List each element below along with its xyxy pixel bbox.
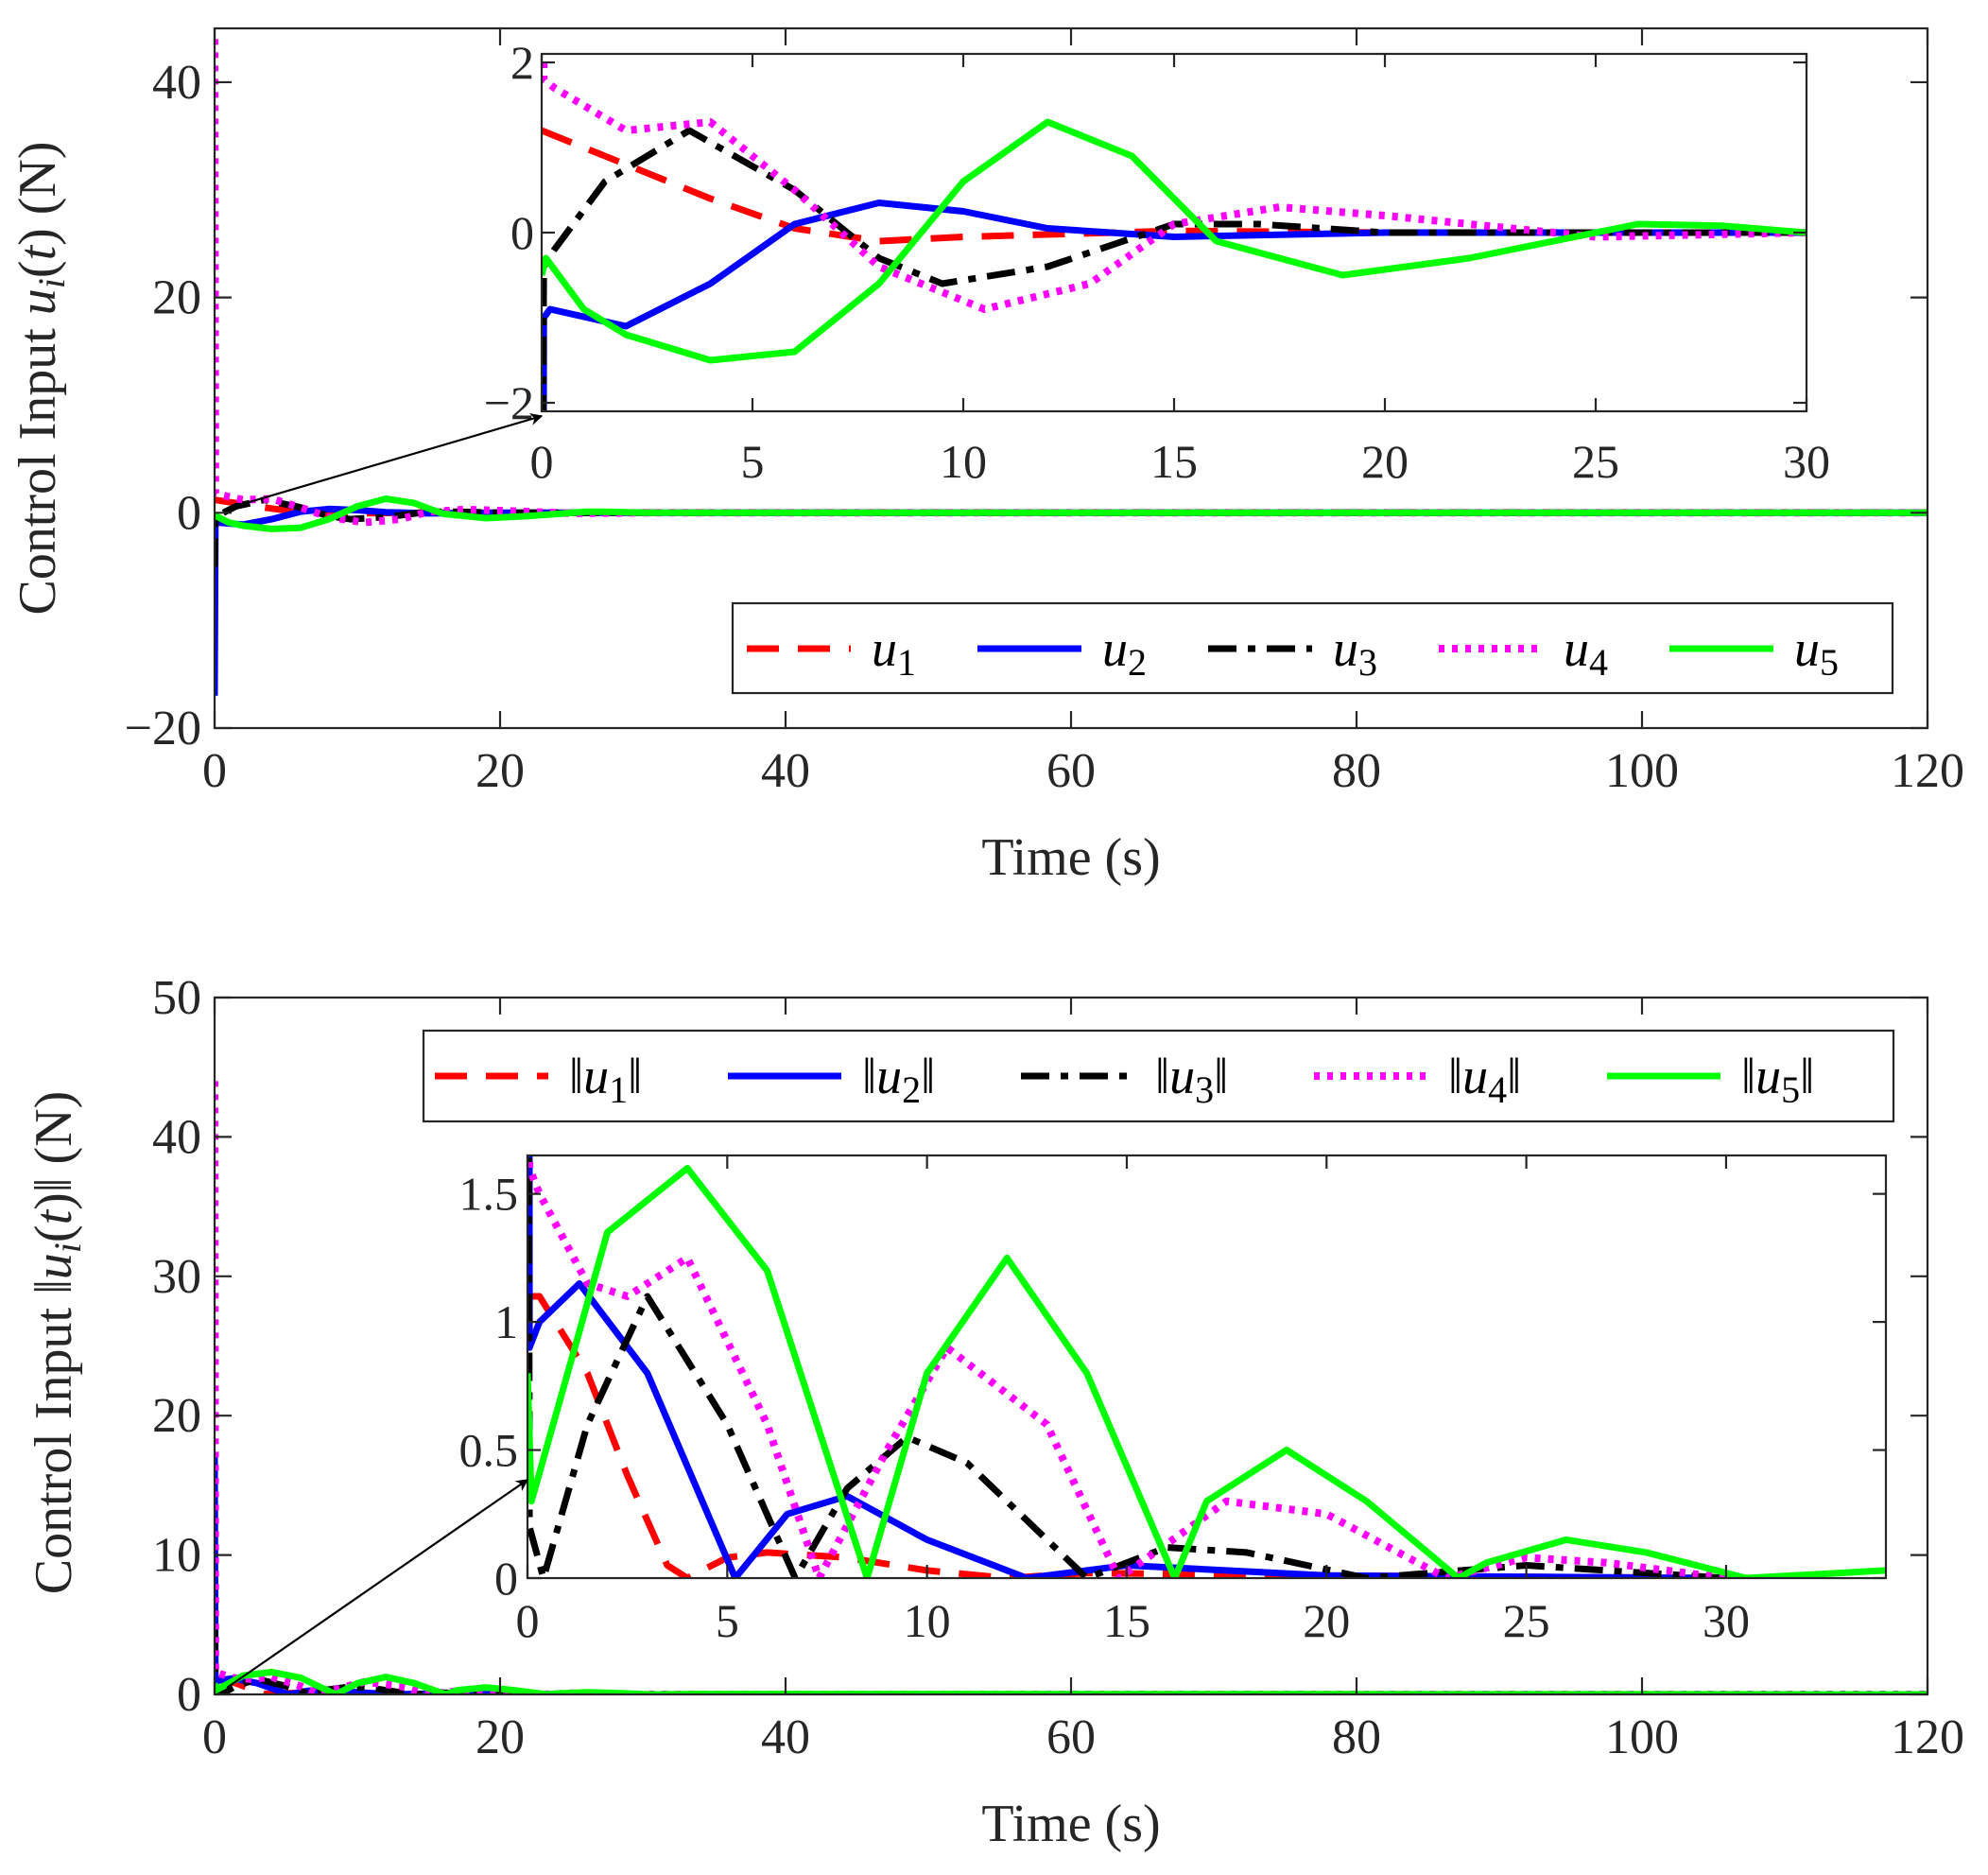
bottom-legend-label-3: ‖u3‖ (1155, 1048, 1228, 1111)
bottom-inset-series-3-line (527, 1155, 1727, 1578)
top-inset-xtick-label: 15 (1150, 435, 1198, 488)
top-inset-xtick-label: 5 (741, 435, 765, 488)
top-inset-series-1-line (542, 127, 1806, 245)
top-inset-xtick-label: 25 (1572, 435, 1619, 488)
bottom-inset-ytick-label: 0.5 (459, 1424, 519, 1477)
top-ytick-label: −20 (125, 702, 201, 755)
bottom-inset-xtick-label: 5 (716, 1594, 739, 1647)
bottom-zoom-arrow (226, 1479, 529, 1689)
top-series-group (215, 39, 1927, 696)
top-xtick-label: 40 (761, 744, 810, 798)
bottom-ytick-label: 20 (152, 1389, 201, 1443)
bottom-ytick-label: 0 (177, 1668, 201, 1722)
bottom-xtick-label: 0 (202, 1710, 227, 1764)
bottom-inset-y-ticks: 0 0.5 1 1.5 (459, 1168, 1886, 1605)
bottom-legend-label-4: ‖u4‖ (1448, 1048, 1521, 1111)
top-inset-series-5-line (542, 118, 1806, 364)
top-xtick-label: 120 (1891, 744, 1964, 798)
bottom-xtick-label: 80 (1332, 1710, 1381, 1764)
top-series-4-line (215, 39, 1927, 527)
bottom-inset-xtick-label: 15 (1103, 1594, 1150, 1647)
top-legend-label-5: u5 (1794, 620, 1839, 684)
bottom-inset-ytick-label: 1.5 (459, 1168, 519, 1221)
top-inset-y-ticks: −202 (484, 36, 1806, 429)
top-xtick-label: 20 (475, 744, 525, 798)
bottom-xtick-label: 100 (1605, 1710, 1679, 1764)
bottom-xtick-label: 20 (475, 1710, 525, 1764)
bottom-inset-ytick-label: 0 (494, 1552, 518, 1605)
bottom-y-axis-label: Control Input ‖ui(t)‖ (N) (25, 1091, 89, 1595)
top-inset-xtick-label: 10 (940, 435, 987, 488)
bottom-ytick-label: 30 (152, 1250, 201, 1304)
bottom-inset-xtick-label: 30 (1703, 1594, 1750, 1647)
top-x-axis-label: Time (s) (981, 828, 1160, 887)
top-legend: u1 u2 u3 u4 u5 (731, 601, 1894, 695)
top-inset-ytick-label: 0 (510, 206, 534, 259)
top-zoom-arrow (226, 413, 544, 511)
bottom-legend: ‖u1‖ ‖u2‖ ‖u3‖ ‖u4‖ ‖u5‖ (422, 1029, 1895, 1123)
top-inset-xtick-label: 0 (530, 435, 554, 488)
top-legend-label-3: u3 (1333, 620, 1377, 684)
bottom-ytick-label: 10 (152, 1529, 201, 1583)
bottom-inset-frame (526, 1154, 1888, 1580)
top-y-axis-label-text: Control Input (9, 315, 67, 615)
bottom-xtick-label: 40 (761, 1710, 810, 1764)
bottom-inset-xtick-label: 10 (904, 1594, 951, 1647)
top-legend-label-4: u4 (1564, 620, 1608, 684)
top-inset-xtick-label: 30 (1783, 435, 1830, 488)
top-x-ticks: 0 20 40 60 80 100 120 (202, 28, 1964, 798)
bottom-x-axis-label: Time (s) (981, 1795, 1160, 1853)
bottom-ytick-label: 40 (152, 1110, 201, 1164)
bottom-inset-x-ticks: 0 5 10 15 20 25 30 (516, 1155, 1750, 1647)
bottom-inset-xtick-label: 0 (516, 1594, 540, 1647)
bottom-legend-label-2: ‖u2‖ (862, 1048, 935, 1111)
top-inset: 0 5 10 15 20 25 30 −202 (484, 36, 1830, 488)
bottom-ytick-label: 50 (152, 971, 201, 1025)
top-legend-label-2: u2 (1102, 620, 1147, 684)
bottom-inset-ytick-label: 1 (494, 1295, 518, 1348)
bottom-xtick-label: 60 (1046, 1710, 1096, 1764)
bottom-legend-label-1: ‖u1‖ (569, 1048, 642, 1111)
top-inset-x-ticks: 0 5 10 15 20 25 30 (530, 54, 1830, 488)
bottom-legend-label-5: ‖u5‖ (1741, 1048, 1814, 1111)
top-ytick-label: 0 (177, 486, 201, 540)
bottom-inset-xtick-label: 20 (1303, 1594, 1350, 1647)
bottom-inset-xtick-label: 25 (1503, 1594, 1550, 1647)
top-legend-label-1: u1 (872, 620, 916, 684)
top-xtick-label: 0 (202, 744, 227, 798)
bottom-x-ticks: 0 20 40 60 80 100 120 (202, 998, 1964, 1764)
top-xtick-label: 80 (1332, 744, 1381, 798)
top-xtick-label: 60 (1046, 744, 1096, 798)
top-series-5-line (215, 495, 1927, 532)
top-inset-series-group (542, 54, 1806, 411)
top-inset-series-4-line (542, 54, 1806, 313)
top-ytick-label: 40 (152, 56, 201, 110)
bottom-inset: 0 5 10 15 20 25 30 0 0.5 1 1.5 (459, 1154, 1888, 1647)
top-legend-box (731, 601, 1894, 695)
top-inset-series-3-line (542, 127, 1806, 411)
bottom-xtick-label: 120 (1891, 1710, 1964, 1764)
top-y-ticks: −20 0 20 40 (125, 56, 1927, 755)
bottom-inset-series-5-line (527, 1165, 1886, 1578)
top-inset-ytick-label: 2 (510, 36, 534, 89)
top-y-axis-label: Control Input ui(t) (N) (9, 141, 73, 615)
top-xtick-label: 100 (1605, 744, 1679, 798)
top-ytick-label: 20 (152, 271, 201, 325)
top-inset-xtick-label: 20 (1361, 435, 1409, 488)
bottom-series-5-line (215, 1668, 1927, 1694)
